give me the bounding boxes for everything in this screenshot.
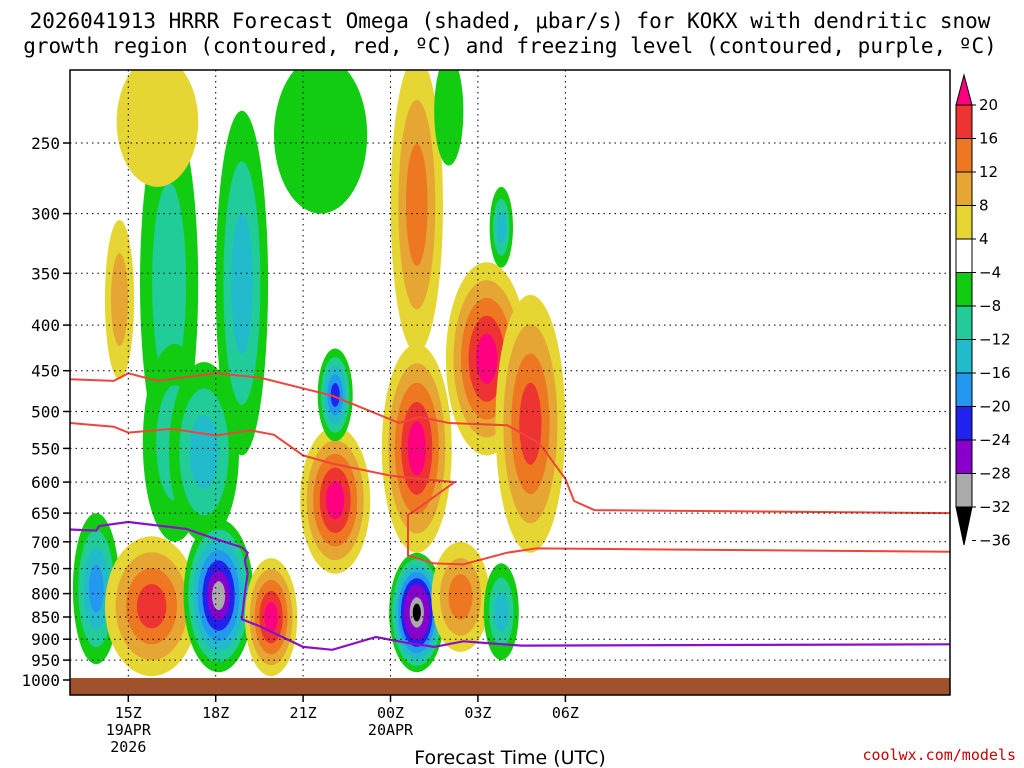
y-axis-ticks: 250 300 350 400 450 500 550 600 650 700 750 800 850 9… [21,134,70,690]
colorbar-segment-11 [955,439,973,474]
omega-region-2-level-3 [136,584,167,629]
colorbar-label-8: −16 [979,364,1011,382]
omega-region-0-level-3 [88,564,104,613]
y-tick-label-350: 350 [31,264,60,283]
colorbar-label-4: 4 [979,230,989,248]
colorbar-segment-5 [955,238,973,273]
omega-region-3-level-1 [152,182,187,384]
colorbar-label-10: −24 [979,431,1011,449]
x-tick-label-15Z: 15Z [115,704,142,722]
colorbar-segment-8 [955,339,973,374]
gridlines [70,70,950,695]
omega-region-16-level-0 [434,70,464,166]
omega-region-21-level-2 [494,591,509,632]
colorbar-segment-2 [955,138,973,173]
contour-lines [70,372,950,651]
y-tick-label-800: 800 [31,585,60,604]
ground-strip [70,678,950,695]
x-tick-label-00Z: 00Z [377,704,404,722]
omega-region-1-level-1 [111,253,128,346]
x-tick-date-00Z: 20APR [368,721,414,739]
colorbar-label-5: −4 [979,264,1001,282]
colorbar-segment-3 [955,171,973,206]
colorbar-label-2: 12 [979,163,998,181]
colorbar-segment-1 [955,104,973,139]
omega-region-9-level-4 [264,601,278,633]
colorbar-segment-7 [955,305,973,340]
omega-region-8-level-0 [116,70,199,187]
y-tick-label-1000: 1000 [21,671,60,690]
colorbar-bottom-arrow [955,506,973,546]
y-tick-label-500: 500 [31,403,60,422]
y-tick-label-900: 900 [31,630,60,649]
dendritic-upper-contour [70,372,543,448]
x-tick-label-21Z: 21Z [290,704,317,722]
colorbar-label-3: 8 [979,197,989,215]
colorbar-segment-4 [955,205,973,240]
x-tick-label-06Z: 06Z [552,704,579,722]
y-tick-label-600: 600 [31,473,60,492]
dendritic-lower-contour [70,422,950,566]
omega-region-13-level-2 [406,143,428,266]
dendritic-right-contour [541,446,950,515]
credit-text: coolwx.com/models [862,746,1016,764]
y-tick-label-300: 300 [31,205,60,224]
colorbar-label-1: 16 [979,130,998,148]
chart-title-line2: growth region (contoured, red, ºC) and f… [23,34,997,58]
omega-region-10-level-0 [274,70,368,214]
y-tick-label-250: 250 [31,134,60,153]
omega-region-17-level-2 [448,574,473,620]
omega-region-11-level-4 [326,481,345,520]
y-tick-label-750: 750 [31,560,60,579]
colorbar-label-0: 20 [979,96,998,114]
omega-region-20-level-2 [496,210,507,244]
freezing-level-contour [70,520,950,651]
omega-region-15-level-8 [412,603,421,622]
y-tick-label-550: 550 [31,439,60,458]
colorbar-segment-10 [955,406,973,441]
chart-title-line1: 2026041913 HRRR Forecast Omega (shaded, … [30,9,991,33]
colorbar: 20 16 12 8 4 −4 −8 −12 −16 −20 −24 −28 −32 −36 [955,73,1011,550]
y-tick-label-950: 950 [31,651,60,670]
omega-region-18-level-4 [476,333,498,384]
colorbar-segment-9 [955,372,973,407]
y-tick-label-700: 700 [31,533,60,552]
colorbar-segment-12 [955,473,973,508]
omega-region-19-level-3 [519,382,542,465]
omega-region-5-level-2 [189,414,219,489]
y-tick-label-650: 650 [31,504,60,523]
x-axis-label: Forecast Time (UTC) [414,747,605,768]
colorbar-label-6: −8 [979,297,1001,315]
omega-region-7-level-2 [231,212,253,355]
colorbar-label-13: −36 [979,532,1011,550]
x-tick-date-15Z: 19APR [106,721,152,739]
colorbar-label-9: −20 [979,398,1011,416]
colorbar-label-7: −12 [979,331,1011,349]
omega-region-12-level-4 [330,382,340,407]
y-tick-label-450: 450 [31,362,60,381]
omega-region-6-level-6 [212,581,226,611]
plot-frame [69,69,951,696]
x-tick-label-18Z: 18Z [202,704,229,722]
colorbar-top-arrow [955,73,973,106]
y-tick-label-850: 850 [31,608,60,627]
colorbar-segment-6 [955,272,973,307]
x-tick-year-15Z: 2026 [110,738,146,756]
x-tick-label-03Z: 03Z [464,704,491,722]
colorbar-label-12: −32 [979,498,1011,516]
y-tick-label-400: 400 [31,316,60,335]
colorbar-label-11: −28 [979,465,1011,483]
